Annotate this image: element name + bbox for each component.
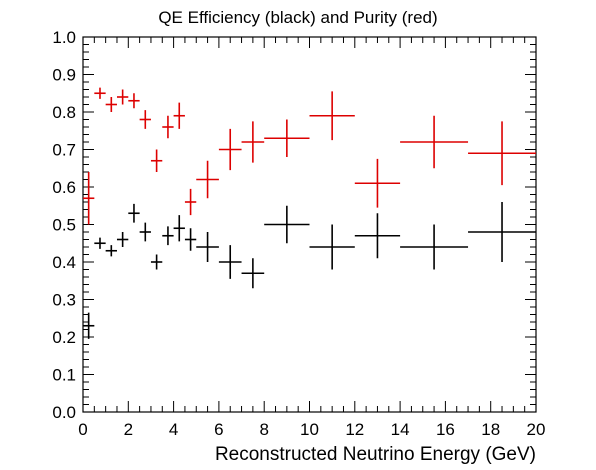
x-axis-title: Reconstructed Neutrino Energy (GeV) [215,444,536,465]
x-tick-label: 8 [259,420,268,439]
plot-area: 0 2 4 6 8 10 12 14 16 18 20 0.0 0.1 0.2 0.3 0.4 0.5 0.6 0.… [52,28,545,439]
y-tick-label: 0.0 [52,403,76,422]
x-tick-label: 18 [481,420,500,439]
x-tick-label: 14 [391,420,410,439]
y-tick-label: 0.3 [52,291,76,310]
x-tick-label: 10 [300,420,319,439]
x-tick-label: 6 [214,420,223,439]
y-tick-label: 0.9 [52,66,76,85]
x-tick-label: 4 [169,420,178,439]
x-tick-label: 2 [124,420,133,439]
y-tick-label: 0.6 [52,178,76,197]
y-tick-label: 0.2 [52,328,76,347]
chart-title: QE Efficiency (black) and Purity (red) [158,8,437,27]
y-tick-label: 0.1 [52,366,76,385]
y-tick-label: 1.0 [52,28,76,47]
x-tick-label: 16 [436,420,455,439]
y-tick-label: 0.4 [52,253,76,272]
y-tick-label: 0.7 [52,141,76,160]
x-tick-label: 20 [527,420,546,439]
y-tick-label: 0.8 [52,103,76,122]
y-tick-label: 0.5 [52,216,76,235]
x-tick-label: 12 [345,420,364,439]
x-tick-label: 0 [78,420,87,439]
